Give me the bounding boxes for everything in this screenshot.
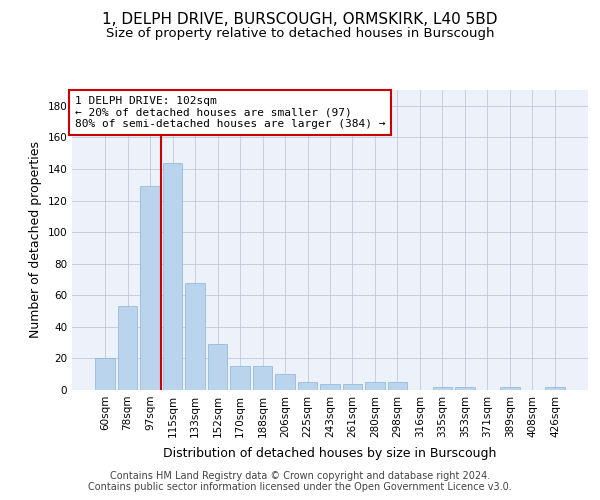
Bar xyxy=(163,162,182,390)
Bar xyxy=(388,382,407,390)
Text: Size of property relative to detached houses in Burscough: Size of property relative to detached ho… xyxy=(106,28,494,40)
Bar xyxy=(500,387,520,390)
Bar xyxy=(275,374,295,390)
Bar xyxy=(95,358,115,390)
Bar xyxy=(545,387,565,390)
Bar xyxy=(433,387,452,390)
Bar xyxy=(455,387,475,390)
Y-axis label: Number of detached properties: Number of detached properties xyxy=(29,142,42,338)
Bar xyxy=(140,186,160,390)
Text: 1, DELPH DRIVE, BURSCOUGH, ORMSKIRK, L40 5BD: 1, DELPH DRIVE, BURSCOUGH, ORMSKIRK, L40… xyxy=(102,12,498,28)
Bar xyxy=(253,366,272,390)
Text: Contains HM Land Registry data © Crown copyright and database right 2024.
Contai: Contains HM Land Registry data © Crown c… xyxy=(88,471,512,492)
Bar xyxy=(208,344,227,390)
Bar xyxy=(185,282,205,390)
Bar xyxy=(343,384,362,390)
Bar xyxy=(118,306,137,390)
Text: Distribution of detached houses by size in Burscough: Distribution of detached houses by size … xyxy=(163,448,497,460)
Bar xyxy=(320,384,340,390)
Text: 1 DELPH DRIVE: 102sqm
← 20% of detached houses are smaller (97)
80% of semi-deta: 1 DELPH DRIVE: 102sqm ← 20% of detached … xyxy=(74,96,385,129)
Bar xyxy=(365,382,385,390)
Bar xyxy=(298,382,317,390)
Bar xyxy=(230,366,250,390)
